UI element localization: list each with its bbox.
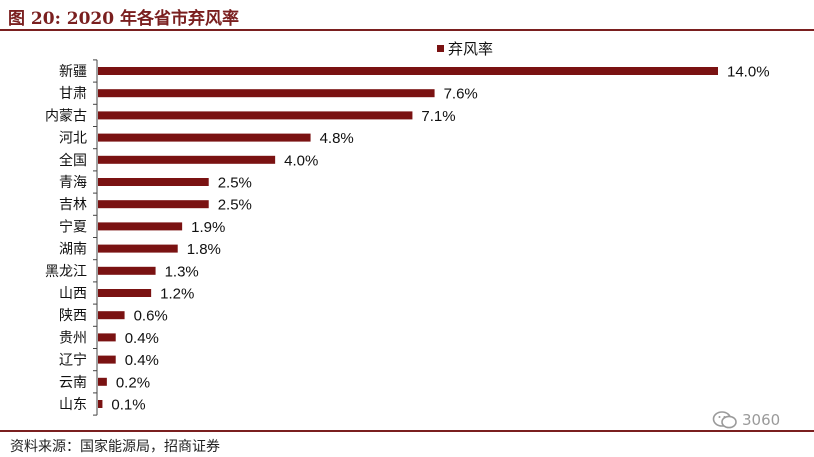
category-label: 山东: [59, 397, 87, 413]
bar: [98, 266, 156, 275]
bar: [98, 133, 311, 142]
bar: [98, 289, 152, 297]
figure-title: 图 20: 2020 年各省市弃风率: [8, 9, 240, 29]
category-label: 贵州: [59, 330, 87, 346]
category-label: 新疆: [59, 64, 87, 80]
category-label: 辽宁: [59, 352, 87, 369]
category-label: 甘肃: [59, 86, 87, 102]
category-label: 全国: [59, 152, 87, 169]
data-label: 0.6%: [134, 308, 168, 325]
bar: [98, 111, 413, 120]
bar: [98, 178, 209, 186]
bar: [98, 377, 107, 386]
data-label: 2.5%: [218, 175, 252, 192]
legend-swatch: [437, 45, 444, 52]
data-label: 4.0%: [284, 152, 318, 169]
source-note: 资料来源：国家能源局，招商证券: [10, 439, 220, 455]
bar: [98, 155, 276, 164]
bar: [98, 89, 435, 98]
bar: [98, 67, 718, 75]
wechat-icon: [712, 411, 737, 429]
category-label: 河北: [59, 131, 87, 147]
data-label: 14.0%: [727, 64, 770, 81]
top-divider: [0, 29, 814, 31]
data-label: 1.3%: [165, 263, 199, 280]
bar: [98, 200, 209, 209]
data-label: 0.4%: [125, 330, 159, 347]
data-label: 0.4%: [125, 352, 159, 369]
data-label: 1.9%: [191, 219, 225, 236]
bar: [98, 222, 183, 231]
data-label: 0.1%: [111, 397, 145, 414]
category-label: 内蒙古: [45, 108, 87, 124]
legend-label: 弃风率: [448, 40, 493, 58]
bar: [98, 333, 116, 342]
data-label: 7.6%: [444, 86, 478, 103]
watermark: 3060: [712, 410, 780, 430]
data-label: 2.5%: [218, 197, 252, 214]
data-label: 1.8%: [187, 241, 221, 258]
data-label: 1.2%: [160, 286, 194, 303]
category-label: 吉林: [59, 197, 87, 213]
bottom-divider: [0, 430, 814, 432]
category-label: 青海: [59, 175, 87, 191]
data-label: 7.1%: [421, 108, 455, 125]
bar: [98, 400, 103, 408]
category-label: 山西: [59, 286, 87, 302]
category-label: 湖南: [59, 242, 87, 258]
watermark-text: 3060: [742, 411, 781, 429]
data-label: 4.8%: [320, 130, 354, 147]
legend: 弃风率: [437, 40, 493, 58]
category-label: 云南: [59, 375, 87, 391]
bar: [98, 311, 125, 320]
bar: [98, 355, 116, 364]
bar: [98, 244, 178, 253]
category-label: 黑龙江: [45, 264, 87, 280]
category-label: 陕西: [59, 308, 87, 324]
data-label: 0.2%: [116, 374, 150, 391]
category-label: 宁夏: [59, 218, 87, 235]
